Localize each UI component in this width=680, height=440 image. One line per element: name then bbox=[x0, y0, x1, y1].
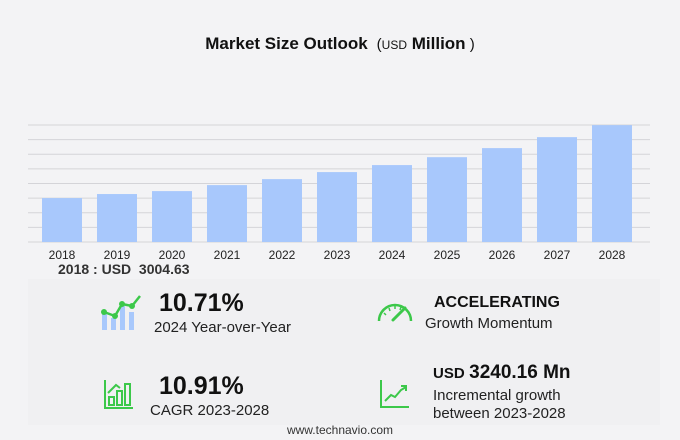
momentum-value: ACCELERATING bbox=[434, 294, 560, 311]
bar-2023 bbox=[317, 172, 357, 242]
x-tick-label: 2024 bbox=[379, 248, 406, 262]
cagr-value: 10.91% bbox=[159, 372, 244, 400]
incremental-label-2: between 2023-2028 bbox=[433, 405, 566, 422]
x-tick-label: 2025 bbox=[434, 248, 461, 262]
bar-2024 bbox=[372, 165, 412, 242]
bar-2020 bbox=[152, 191, 192, 242]
bar-2028 bbox=[592, 125, 632, 242]
momentum-label: Growth Momentum bbox=[425, 315, 553, 332]
x-tick-label: 2022 bbox=[269, 248, 296, 262]
yoy-label: 2024 Year-over-Year bbox=[154, 319, 292, 336]
chart-title: Market Size Outlook (USD Million ) bbox=[205, 34, 475, 53]
x-tick-label: 2018 bbox=[49, 248, 76, 262]
x-tick-label: 2026 bbox=[489, 248, 516, 262]
trend-line-icon bbox=[380, 380, 409, 408]
x-tick-label: 2023 bbox=[324, 248, 351, 262]
x-tick-label: 2019 bbox=[104, 248, 131, 262]
x-tick-label: 2021 bbox=[214, 248, 241, 262]
bar-chart: 2018 2019 2020 2021 2022 2023 2024 2025 2026 2027… bbox=[28, 124, 650, 262]
yoy-value: 10.71% bbox=[159, 289, 244, 317]
bar-2025 bbox=[427, 157, 467, 242]
bar-2021 bbox=[207, 185, 247, 242]
bar-line-chart-icon bbox=[101, 295, 141, 330]
footer-url: www.technavio.com bbox=[286, 423, 394, 437]
bar-growth-icon bbox=[104, 380, 133, 409]
cagr-label: CAGR 2023-2028 bbox=[150, 402, 270, 419]
bar-2018 bbox=[42, 198, 82, 242]
x-tick-label: 2020 bbox=[159, 248, 186, 262]
first-value-label: 2018 : USD 3004.63 bbox=[58, 261, 190, 277]
bar-2022 bbox=[262, 179, 302, 242]
bar-2027 bbox=[537, 137, 577, 242]
unit-prefix: USD bbox=[381, 38, 407, 52]
bar-2026 bbox=[482, 148, 522, 242]
incremental-value: USD 3240.16 Mn bbox=[433, 362, 571, 383]
incremental-label-1: Incremental growth bbox=[433, 387, 561, 404]
x-tick-label: 2028 bbox=[599, 248, 626, 262]
x-tick-label: 2027 bbox=[544, 248, 571, 262]
speedometer-icon bbox=[377, 303, 413, 322]
bar-2019 bbox=[97, 194, 137, 242]
unit: Million bbox=[411, 34, 466, 53]
